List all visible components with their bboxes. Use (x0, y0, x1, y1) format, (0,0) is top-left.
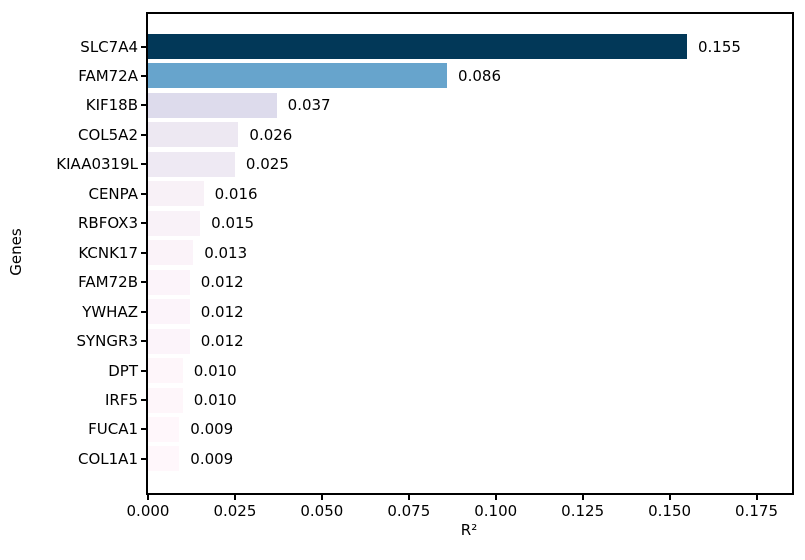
y-tick-mark (141, 222, 146, 225)
bar-col1a1 (148, 446, 180, 472)
bar-kif18b (148, 92, 277, 118)
y-tick-label-irf5: IRF5 (104, 391, 138, 410)
y-tick-label-kif18b: KIF18B (85, 96, 138, 115)
y-tick-mark (141, 133, 146, 136)
bar-value-cenpa: 0.016 (214, 184, 258, 203)
y-tick-mark (141, 457, 146, 460)
bar-dpt (148, 358, 183, 384)
x-tick-mark (233, 495, 236, 500)
y-tick-label-col5a2: COL5A2 (78, 125, 138, 144)
bar-value-col5a2: 0.026 (249, 125, 293, 144)
bar-value-kif18b: 0.037 (287, 96, 331, 115)
y-tick-label-slc7a4: SLC7A4 (80, 37, 138, 56)
bar-fam72b (148, 269, 190, 295)
x-tick-label-0.075: 0.075 (387, 502, 431, 520)
y-tick-label-kcnk17: KCNK17 (78, 243, 138, 262)
x-tick-label-0.100: 0.100 (474, 502, 518, 520)
y-tick-mark (141, 74, 146, 77)
bar-value-dpt: 0.010 (193, 361, 237, 380)
y-tick-mark (141, 45, 146, 48)
x-axis-title: R² (460, 521, 478, 539)
bar-cenpa (148, 181, 204, 207)
y-tick-mark (141, 104, 146, 107)
x-tick-mark (494, 495, 497, 500)
bar-kiaa0319l (148, 151, 235, 177)
bar-value-fuca1: 0.009 (190, 420, 234, 439)
x-tick-label-0.000: 0.000 (126, 502, 170, 520)
bar-col5a2 (148, 122, 239, 148)
bar-value-col1a1: 0.009 (190, 449, 234, 468)
y-tick-label-cenpa: CENPA (88, 184, 138, 203)
y-tick-label-fam72a: FAM72A (78, 66, 138, 85)
y-tick-label-kiaa0319l: KIAA0319L (56, 155, 138, 174)
y-tick-mark (141, 281, 146, 284)
bar-value-kcnk17: 0.013 (204, 243, 248, 262)
y-tick-label-fuca1: FUCA1 (88, 420, 138, 439)
x-tick-mark (147, 495, 149, 500)
bar-value-kiaa0319l: 0.025 (245, 155, 289, 174)
y-tick-label-ywhaz: YWHAZ (82, 302, 138, 321)
x-tick-mark (581, 495, 584, 500)
bar-rbfox3 (148, 210, 201, 236)
y-tick-mark (141, 192, 146, 195)
x-tick-label-0.125: 0.125 (561, 502, 605, 520)
y-tick-mark (141, 399, 146, 402)
y-tick-label-fam72b: FAM72B (78, 273, 138, 292)
y-tick-label-dpt: DPT (108, 361, 138, 380)
bar-value-fam72a: 0.086 (458, 66, 501, 85)
x-tick-label-0.175: 0.175 (735, 502, 778, 520)
bar-value-rbfox3: 0.015 (211, 214, 255, 233)
bar-slc7a4 (148, 34, 687, 59)
bar-value-ywhaz: 0.012 (200, 302, 244, 321)
x-tick-mark (407, 495, 410, 500)
bar-value-slc7a4: 0.155 (697, 37, 741, 56)
y-tick-mark (141, 163, 146, 166)
bar-syngr3 (148, 328, 190, 354)
x-tick-mark (668, 495, 671, 500)
y-tick-mark (141, 428, 146, 431)
x-tick-mark (320, 495, 323, 500)
y-tick-mark (141, 369, 146, 372)
x-tick-label-0.050: 0.050 (300, 502, 344, 520)
bar-value-fam72b: 0.012 (200, 273, 244, 292)
bar-kcnk17 (148, 240, 194, 266)
y-tick-mark (141, 310, 146, 313)
bar-ywhaz (148, 299, 190, 325)
y-tick-label-syngr3: SYNGR3 (76, 332, 139, 351)
bar-fuca1 (148, 416, 180, 442)
x-tick-label-0.025: 0.025 (213, 502, 257, 520)
y-tick-label-col1a1: COL1A1 (78, 449, 138, 468)
y-tick-mark (141, 340, 146, 343)
x-tick-label-0.150: 0.150 (648, 502, 692, 520)
y-tick-mark (141, 251, 146, 254)
bar-fam72a (148, 63, 448, 89)
y-tick-label-rbfox3: RBFOX3 (77, 214, 138, 233)
plot-area (146, 12, 794, 495)
bars-layer: 0.155 0.086 0.037 0.026 0.025 0.016 0.015 0.013… (148, 14, 792, 493)
x-tick-mark (755, 495, 758, 500)
bar-value-syngr3: 0.012 (200, 332, 244, 351)
bar-value-irf5: 0.010 (193, 391, 237, 410)
bar-irf5 (148, 387, 183, 413)
